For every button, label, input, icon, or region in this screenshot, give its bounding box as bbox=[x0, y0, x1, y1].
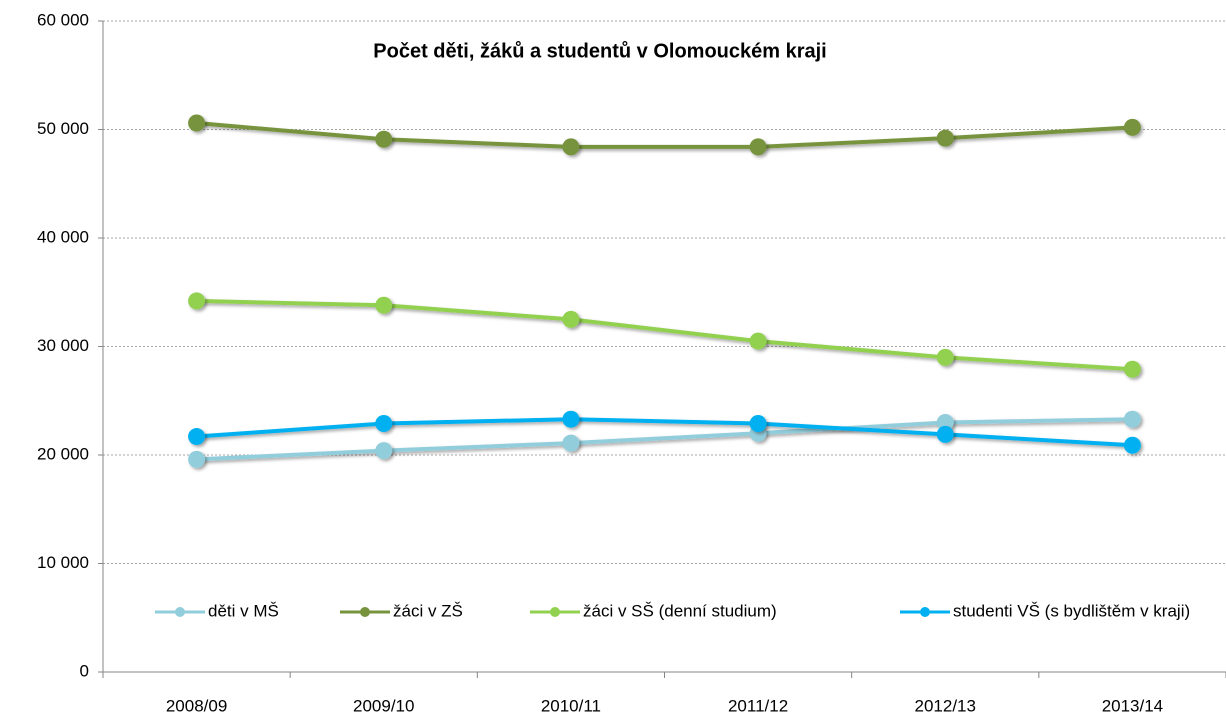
point bbox=[188, 292, 206, 310]
x-tick-label: 2010/11 bbox=[541, 696, 601, 715]
x-tick-label: 2013/14 bbox=[1102, 696, 1163, 715]
legend-marker bbox=[920, 607, 930, 617]
y-tick-label: 10 000 bbox=[37, 553, 89, 572]
point bbox=[562, 410, 580, 428]
legend-label: děti v MŠ bbox=[208, 601, 279, 620]
point bbox=[1123, 360, 1141, 378]
y-tick-label: 60 000 bbox=[37, 10, 89, 29]
point bbox=[749, 138, 767, 156]
legend-marker bbox=[175, 607, 185, 617]
y-tick-label: 40 000 bbox=[37, 227, 89, 246]
series-line bbox=[196, 417, 1133, 462]
point bbox=[936, 129, 954, 147]
y-tick-label: 20 000 bbox=[37, 444, 89, 463]
x-tick-label: 2009/10 bbox=[353, 696, 414, 715]
legend-label: žáci v SŠ (denní studium) bbox=[583, 601, 777, 620]
point bbox=[188, 428, 206, 446]
x-tick-label: 2008/09 bbox=[166, 696, 227, 715]
point bbox=[1123, 436, 1141, 454]
point bbox=[188, 450, 206, 468]
point bbox=[1123, 410, 1141, 428]
point bbox=[562, 434, 580, 452]
point bbox=[1123, 118, 1141, 136]
point bbox=[375, 296, 393, 314]
y-tick-label: 50 000 bbox=[37, 119, 89, 138]
point bbox=[936, 348, 954, 366]
series-line bbox=[196, 298, 1133, 372]
point bbox=[936, 425, 954, 443]
y-tick-label: 30 000 bbox=[37, 336, 89, 355]
chart-title: Počet děti, žáků a studentů v Olomouckém… bbox=[373, 40, 826, 62]
point bbox=[375, 415, 393, 433]
legend-label: studenti VŠ (s bydlištěm v kraji) bbox=[953, 601, 1190, 620]
point bbox=[936, 413, 954, 431]
series-line bbox=[196, 417, 1133, 448]
x-tick-label: 2012/13 bbox=[915, 696, 976, 715]
point bbox=[562, 138, 580, 156]
point bbox=[375, 130, 393, 148]
point bbox=[562, 310, 580, 328]
point bbox=[749, 332, 767, 350]
y-tick-label: 0 bbox=[80, 661, 89, 680]
legend-marker bbox=[550, 607, 560, 617]
point bbox=[749, 415, 767, 433]
point bbox=[375, 442, 393, 460]
x-tick-label: 2011/12 bbox=[728, 696, 788, 715]
legend-label: žáci v ZŠ bbox=[393, 601, 463, 620]
series-line bbox=[196, 120, 1133, 149]
point bbox=[188, 114, 206, 132]
legend-marker bbox=[360, 607, 370, 617]
